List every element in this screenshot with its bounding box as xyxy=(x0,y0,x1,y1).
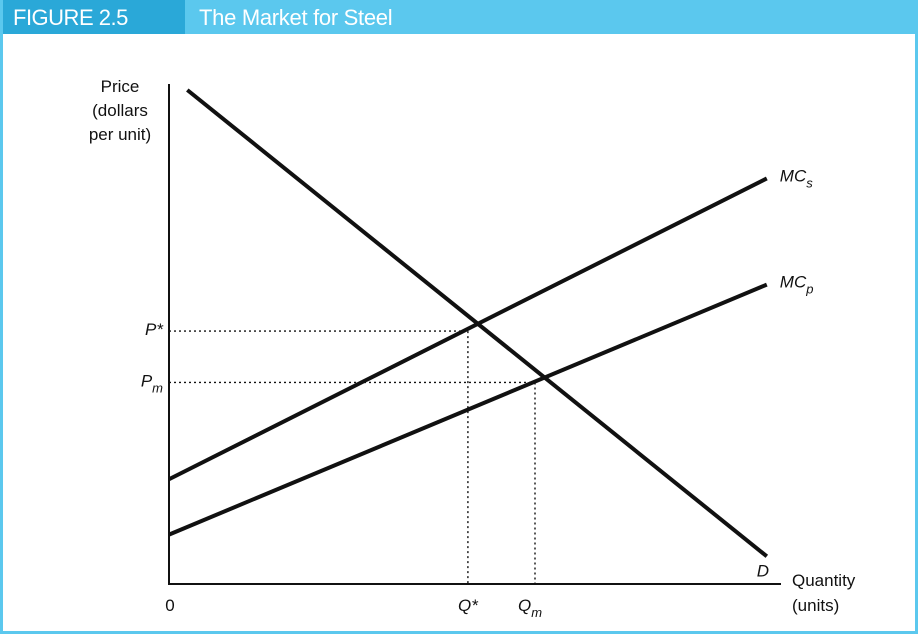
x-axis-label-line: (units) xyxy=(792,596,839,615)
figure-title: The Market for Steel xyxy=(199,5,393,30)
curve-label-D: D xyxy=(757,561,769,580)
figure-header: FIGURE 2.5 The Market for Steel xyxy=(3,0,915,34)
x-axis-label-line: Quantity xyxy=(792,571,856,590)
y-axis-label-line: per unit) xyxy=(89,125,151,144)
origin-label: 0 xyxy=(165,596,174,615)
y-axis-label-line: Price xyxy=(101,77,140,96)
curve-MCp xyxy=(168,282,768,537)
quantity-tick-label-1: Qm xyxy=(518,596,542,620)
curve-label-MCs: MCs xyxy=(780,166,813,190)
quantity-tick-label-0: Q* xyxy=(458,596,479,615)
figure-number: FIGURE 2.5 xyxy=(3,0,185,34)
price-tick-label-1: Pm xyxy=(141,371,163,395)
curve-label-MCp: MCp xyxy=(780,273,814,297)
y-axis-label-line: (dollars xyxy=(92,101,148,120)
market-chart: D MCs MCp P* Q* Pm Qm Price (dollars per unit) Qua… xyxy=(89,77,856,620)
curve-MCs xyxy=(168,176,768,482)
price-tick-label-0: P* xyxy=(145,320,164,339)
